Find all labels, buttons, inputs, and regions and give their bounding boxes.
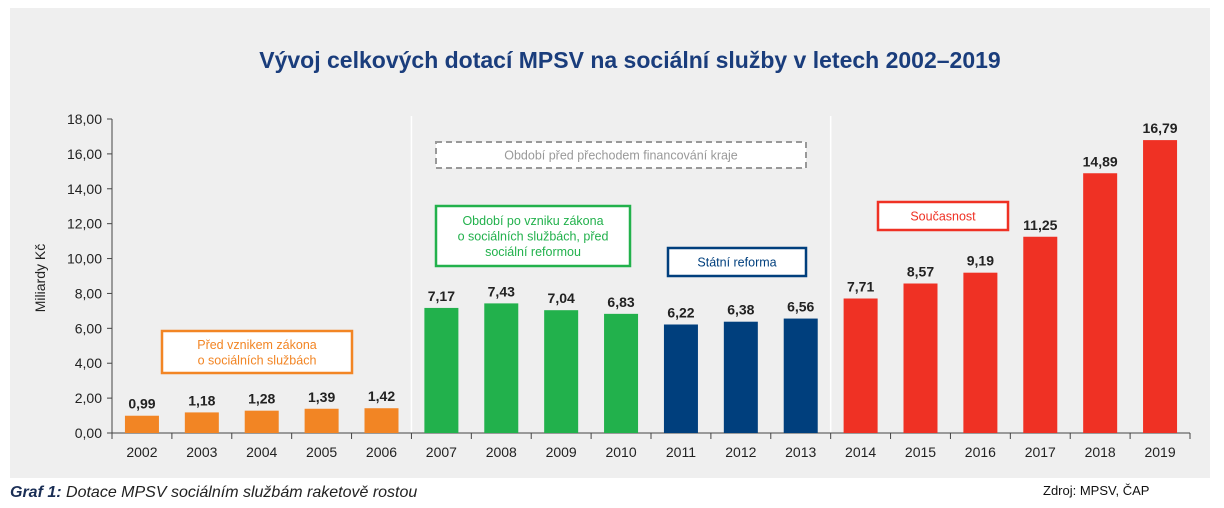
x-tick-label: 2016 bbox=[965, 444, 996, 460]
caption-text: Dotace MPSV sociálním službám raketově r… bbox=[61, 484, 418, 501]
x-tick-label: 2018 bbox=[1085, 444, 1116, 460]
x-tick-label: 2010 bbox=[605, 444, 636, 460]
data-label-2011: 6,22 bbox=[667, 304, 694, 320]
x-tick-label: 2017 bbox=[1025, 444, 1056, 460]
bar-2019 bbox=[1143, 140, 1178, 433]
bar-2015 bbox=[903, 283, 938, 433]
data-label-2018: 14,89 bbox=[1083, 153, 1118, 169]
annotation-box-5 bbox=[876, 200, 1010, 232]
annotation-box-4 bbox=[666, 246, 808, 278]
bar-2002 bbox=[124, 415, 159, 433]
annotation-text-1: o sociálních službách bbox=[198, 353, 317, 367]
annotation-box-2 bbox=[435, 141, 807, 169]
y-tick-label: 16,00 bbox=[67, 146, 102, 162]
annotation-text-4: Státní reforma bbox=[697, 256, 776, 270]
bar-chart: Vývoj celkových dotací MPSV na sociální … bbox=[32, 47, 1191, 460]
annotation-text-1: Před vznikem zákona bbox=[197, 338, 317, 352]
data-label-2002: 0,99 bbox=[128, 396, 155, 412]
y-tick-label: 4,00 bbox=[75, 355, 102, 371]
x-tick-label: 2014 bbox=[845, 444, 876, 460]
data-label-2009: 7,04 bbox=[548, 290, 575, 306]
x-tick-label: 2004 bbox=[246, 444, 277, 460]
y-tick-label: 0,00 bbox=[75, 425, 102, 441]
annotation-text-3: o sociálních službách, před bbox=[458, 230, 609, 244]
bar-2014 bbox=[843, 298, 878, 433]
bar-2017 bbox=[1023, 236, 1058, 433]
chart-panel: Vývoj celkových dotací MPSV na sociální … bbox=[10, 8, 1210, 478]
x-tick-label: 2007 bbox=[426, 444, 457, 460]
bar-2005 bbox=[304, 408, 339, 433]
data-label-2019: 16,79 bbox=[1143, 120, 1178, 136]
data-label-2014: 7,71 bbox=[847, 279, 874, 295]
annotation-text-3: Období po vzniku zákona bbox=[462, 214, 603, 228]
data-label-2003: 1,18 bbox=[188, 392, 215, 408]
bar-2012 bbox=[723, 321, 758, 433]
bar-2016 bbox=[963, 272, 998, 433]
data-label-2012: 6,38 bbox=[727, 302, 754, 318]
bar-2003 bbox=[184, 412, 219, 433]
caption-label: Graf 1: bbox=[10, 484, 62, 501]
annotation-box-3 bbox=[434, 204, 632, 268]
annotation-text-3: sociální reformou bbox=[485, 245, 581, 259]
y-tick-label: 10,00 bbox=[67, 251, 102, 267]
source-note: Zdroj: MPSV, ČAP bbox=[1043, 483, 1150, 498]
bar-2006 bbox=[364, 408, 399, 433]
x-tick-label: 2003 bbox=[186, 444, 217, 460]
annotation-text-2: Období před přechodem financování kraje bbox=[504, 149, 738, 163]
y-tick-label: 2,00 bbox=[75, 390, 102, 406]
x-tick-label: 2006 bbox=[366, 444, 397, 460]
data-label-2006: 1,42 bbox=[368, 388, 395, 404]
data-label-2013: 6,56 bbox=[787, 299, 814, 315]
y-axis-label: Miliardy Kč bbox=[32, 244, 48, 312]
x-tick-label: 2019 bbox=[1144, 444, 1175, 460]
bar-2010 bbox=[604, 313, 639, 433]
bar-2007 bbox=[424, 307, 459, 433]
bar-2011 bbox=[663, 324, 698, 433]
annotation-text-5: Současnost bbox=[910, 210, 976, 224]
chart-caption: Graf 1: Dotace MPSV sociálním službám ra… bbox=[10, 484, 417, 502]
data-label-2017: 11,25 bbox=[1023, 217, 1057, 233]
data-label-2004: 1,28 bbox=[248, 391, 275, 407]
bar-2008 bbox=[484, 303, 519, 433]
x-tick-label: 2009 bbox=[546, 444, 577, 460]
x-tick-label: 2011 bbox=[666, 444, 696, 460]
x-tick-label: 2002 bbox=[126, 444, 157, 460]
y-tick-label: 18,00 bbox=[67, 111, 102, 127]
x-tick-label: 2013 bbox=[785, 444, 816, 460]
annotation-box-1 bbox=[160, 329, 354, 375]
bar-2004 bbox=[244, 410, 279, 433]
data-label-2007: 7,17 bbox=[428, 288, 455, 304]
data-label-2008: 7,43 bbox=[488, 283, 515, 299]
data-label-2015: 8,57 bbox=[907, 264, 934, 280]
y-tick-label: 12,00 bbox=[67, 216, 102, 232]
y-tick-label: 8,00 bbox=[75, 285, 102, 301]
x-tick-label: 2005 bbox=[306, 444, 337, 460]
bar-2009 bbox=[544, 310, 579, 433]
data-label-2016: 9,19 bbox=[967, 253, 994, 269]
bar-2013 bbox=[783, 318, 818, 433]
x-tick-label: 2015 bbox=[905, 444, 936, 460]
y-tick-label: 6,00 bbox=[75, 320, 102, 336]
bar-2018 bbox=[1083, 173, 1118, 433]
data-label-2010: 6,83 bbox=[607, 294, 634, 310]
chart-title: Vývoj celkových dotací MPSV na sociální … bbox=[259, 47, 1000, 73]
y-tick-label: 14,00 bbox=[67, 181, 102, 197]
x-tick-label: 2012 bbox=[725, 444, 756, 460]
data-label-2005: 1,39 bbox=[308, 389, 335, 405]
x-tick-label: 2008 bbox=[486, 444, 517, 460]
